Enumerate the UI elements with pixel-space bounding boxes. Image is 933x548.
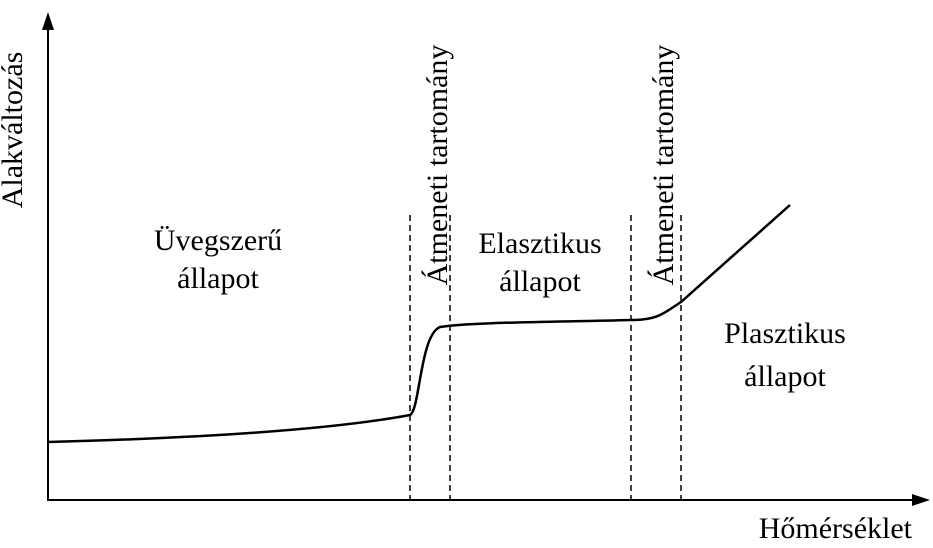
y-axis-label: Alakváltozás bbox=[0, 52, 29, 209]
x-arrow bbox=[912, 494, 930, 506]
transition-label: Átmeneti tartomány bbox=[421, 45, 454, 286]
region-label: állapot bbox=[744, 360, 826, 393]
transition-label: Átmeneti tartomány bbox=[647, 45, 680, 286]
region-label: állapot bbox=[177, 262, 259, 295]
region-label: állapot bbox=[499, 265, 581, 298]
x-axis-label: Hőmérséklet bbox=[759, 512, 913, 545]
region-label: Üvegszerű bbox=[154, 224, 282, 257]
region-label: Plasztikus bbox=[724, 317, 846, 350]
y-arrow bbox=[42, 12, 54, 30]
region-label: Elasztikus bbox=[478, 227, 601, 260]
curve bbox=[47, 204, 791, 444]
